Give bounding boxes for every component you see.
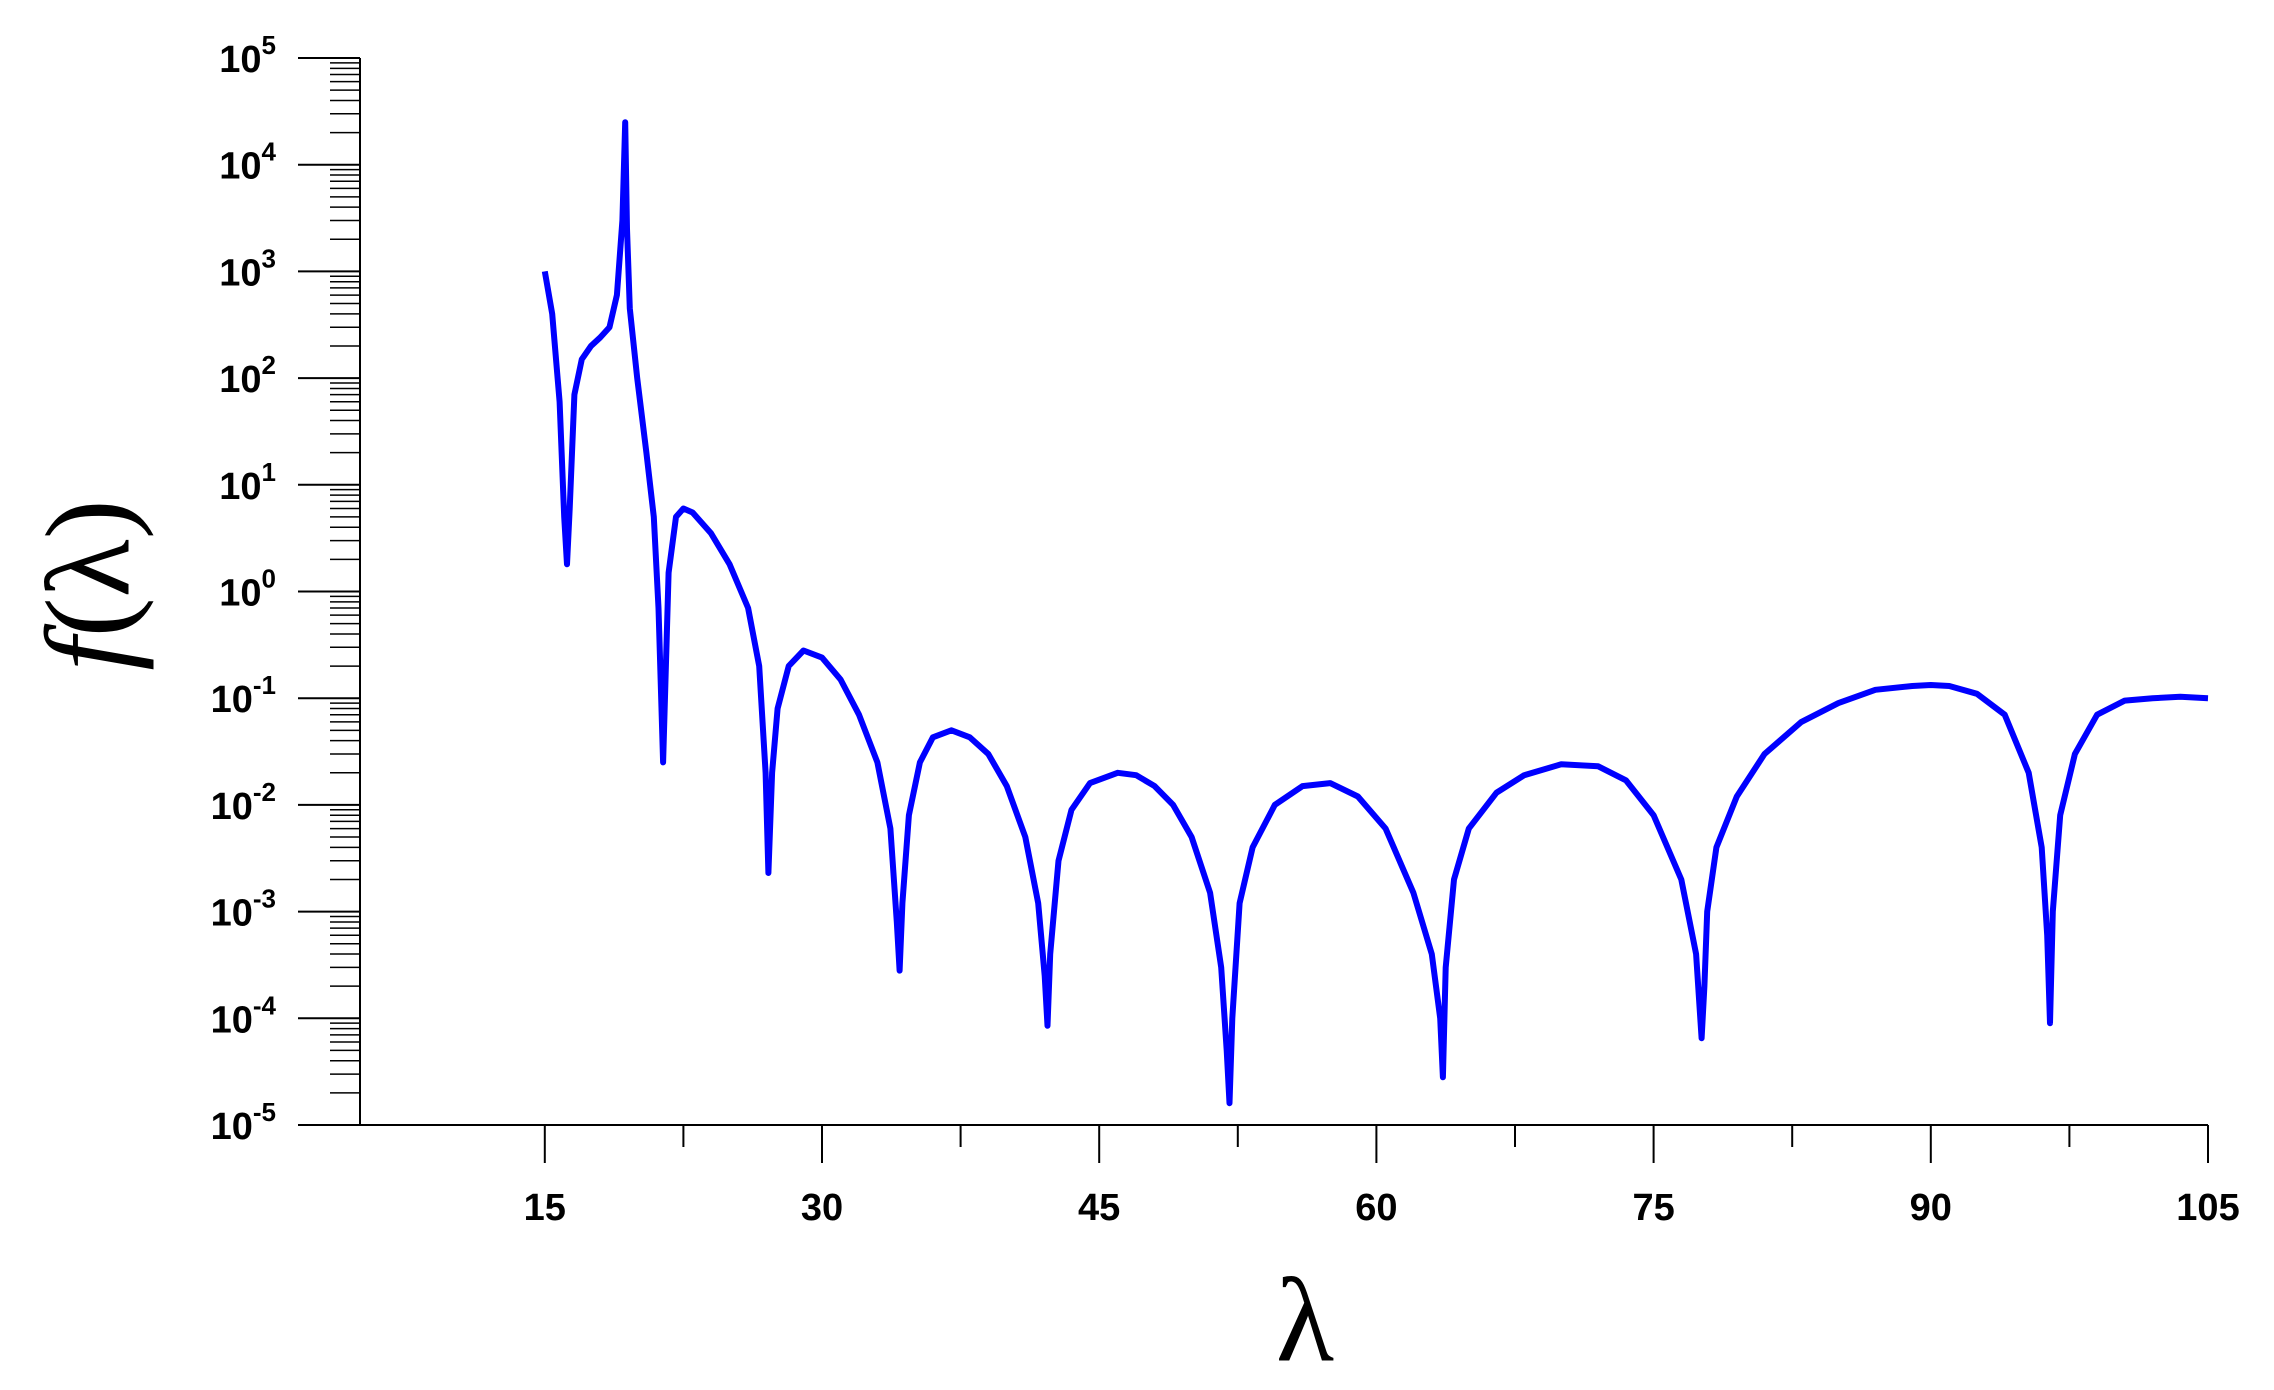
x-axis-title: λ	[1276, 1253, 1334, 1386]
plot-area	[541, 119, 2209, 1107]
y-tick-label: 105	[219, 30, 276, 81]
x-tick-label: 75	[1632, 1187, 1674, 1229]
x-tick-label: 90	[1910, 1187, 1952, 1229]
x-axis-ticks: 15 30 45 60 75 90 105	[524, 1125, 2240, 1229]
x-tick-label: 105	[2176, 1187, 2239, 1229]
y-tick-label: 101	[219, 457, 276, 508]
y-axis-title-var: λ	[21, 539, 154, 597]
x-tick-label: 15	[524, 1187, 566, 1229]
y-tick-label: 104	[219, 137, 276, 188]
svg-text:f(λ): f(λ)	[21, 499, 154, 670]
y-axis-title: f(λ)	[21, 499, 154, 670]
y-tick-label: 102	[219, 350, 276, 401]
y-tick-label: 103	[219, 243, 276, 294]
y-axis-title-close: )	[21, 499, 154, 539]
y-tick-label: 10-4	[211, 990, 277, 1041]
y-axis-title-open: (	[21, 597, 154, 637]
y-tick-label: 10-5	[211, 1097, 276, 1148]
y-tick-label: 10-3	[211, 884, 276, 935]
series-line	[541, 119, 2209, 1107]
y-tick-label: 10-2	[211, 777, 276, 828]
y-tick-label: 100	[219, 564, 276, 615]
y-tick-label: 10-1	[211, 670, 276, 721]
x-tick-label: 60	[1355, 1187, 1397, 1229]
x-tick-label: 30	[801, 1187, 843, 1229]
x-tick-label: 45	[1078, 1187, 1120, 1229]
y-axis-ticks: 105 104 103 102 101 100 10-1 10-2 10-3 10-4 10-5	[211, 30, 360, 1148]
axes	[359, 58, 2208, 1126]
